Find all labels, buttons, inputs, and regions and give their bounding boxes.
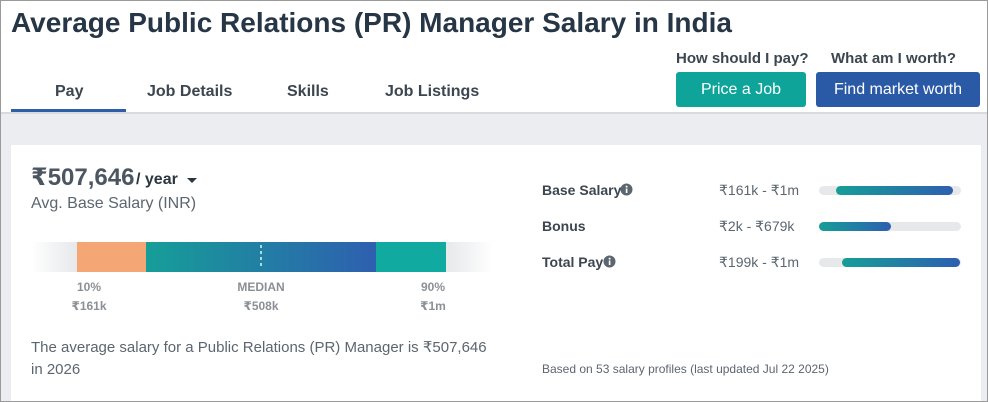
market-worth-button[interactable]: Find market worth: [816, 72, 980, 107]
pay-range: ₹199k - ₹1m: [719, 254, 800, 270]
tab[interactable]: Pay: [55, 83, 84, 100]
pay-type-label: Bonus: [542, 218, 586, 234]
pay-type-label: Base Salary: [542, 182, 622, 198]
price-job-button[interactable]: Price a Job: [676, 72, 806, 107]
active-tab-indicator: [11, 109, 126, 112]
percentile-value: ₹508k: [243, 299, 279, 313]
range-bars: [819, 186, 961, 267]
tab[interactable]: Job Listings: [385, 83, 480, 100]
tab[interactable]: Job Details: [147, 83, 233, 100]
salary-range-bar: [31, 242, 493, 272]
percentile-value: ₹1m: [420, 299, 446, 313]
dropdown-caret[interactable]: [186, 177, 198, 185]
divider: [1, 112, 987, 114]
salary-period[interactable]: / year: [136, 171, 178, 188]
pay-type-label: Total Pay: [542, 254, 604, 270]
pay-range: ₹2k - ₹679k: [719, 218, 795, 234]
info-icon[interactable]: [620, 183, 633, 196]
footnote: Based on 53 salary profiles (last update…: [542, 362, 829, 376]
info-icon[interactable]: [603, 255, 616, 268]
tab[interactable]: Skills: [287, 83, 329, 100]
prompt: How should I pay?: [676, 50, 809, 67]
salary-label: Avg. Base Salary (INR): [31, 195, 197, 212]
percentile-label: 10%: [76, 280, 102, 294]
percentile-label: 90%: [420, 280, 446, 294]
pay-range: ₹161k - ₹1m: [719, 182, 800, 198]
prompt: What am I worth?: [831, 50, 956, 67]
percentile-label: MEDIAN: [237, 280, 285, 294]
card: [11, 145, 981, 401]
description: The average salary for a Public Relation…: [31, 339, 487, 378]
salary-amount: ₹507,646: [31, 164, 135, 191]
page-title: Average Public Relations (PR) Manager Sa…: [11, 7, 732, 38]
percentile-value: ₹161k: [71, 299, 107, 313]
